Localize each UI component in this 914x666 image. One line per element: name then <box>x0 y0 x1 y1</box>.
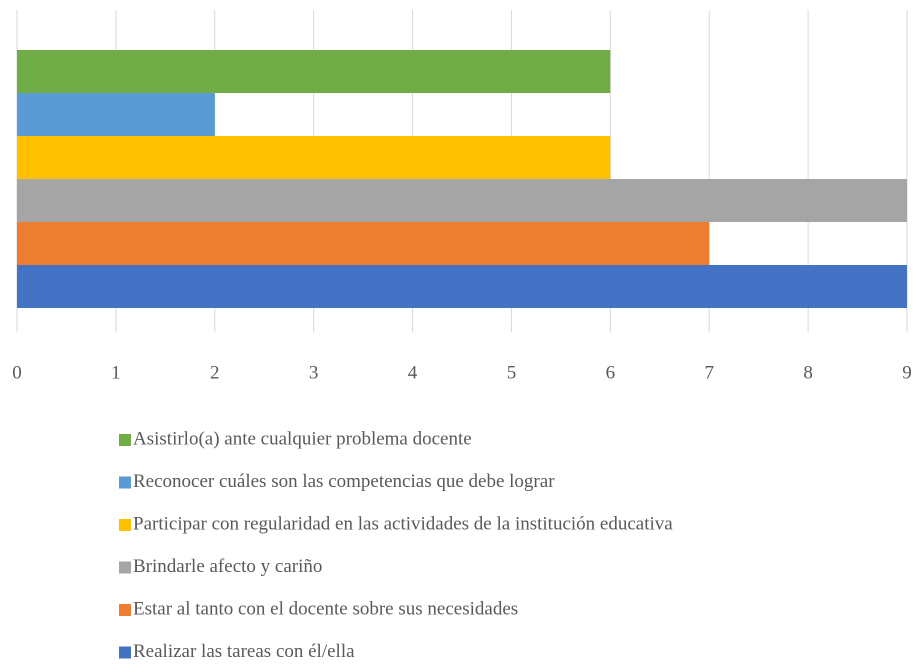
legend-label: Realizar las tareas con él/ella <box>133 641 355 662</box>
legend-swatch <box>119 561 131 574</box>
legend-label: Participar con regularidad en las activi… <box>133 513 673 534</box>
legend-label: Estar al tanto con el docente sobre sus … <box>133 598 518 619</box>
x-tick-label: 6 <box>606 362 616 383</box>
legend-swatch <box>119 519 131 531</box>
x-tick-label: 9 <box>902 362 912 383</box>
x-tick-label: 4 <box>408 362 418 383</box>
legend-swatch <box>119 476 131 489</box>
bar <box>17 265 907 308</box>
x-tick-label: 2 <box>210 362 220 383</box>
bar <box>17 222 710 265</box>
x-tick-label: 5 <box>507 362 517 383</box>
x-tick-label: 0 <box>12 362 22 383</box>
x-tick-label: 3 <box>309 362 319 383</box>
x-tick-label: 1 <box>111 362 121 383</box>
bar <box>17 179 907 222</box>
legend-swatch <box>119 604 131 616</box>
x-tick-label: 7 <box>704 362 714 383</box>
x-tick-label: 8 <box>803 362 813 383</box>
bar <box>17 93 215 136</box>
legend-swatch <box>119 434 131 446</box>
bar <box>17 50 611 93</box>
legend-label: Brindarle afecto y cariño <box>133 556 322 577</box>
legend-label: Asistirlo(a) ante cualquier problema doc… <box>133 428 472 449</box>
legend-swatch <box>119 646 131 659</box>
bar <box>17 136 611 179</box>
legend-label: Reconocer cuáles son las competencias qu… <box>133 471 555 492</box>
